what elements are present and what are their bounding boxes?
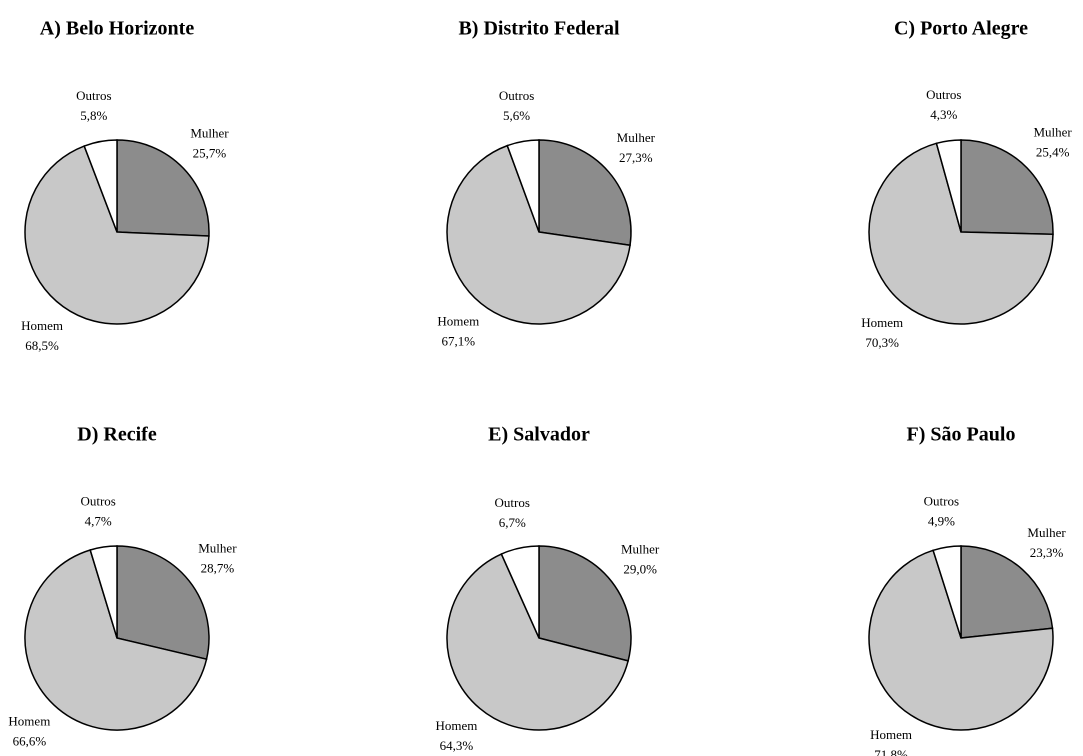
value-label: 68,5% xyxy=(25,338,59,353)
slice-label: Homem xyxy=(870,727,912,742)
chart-title: B) Distrito Federal xyxy=(458,18,620,40)
slice-label: Homem xyxy=(436,718,478,733)
value-label: 23,3% xyxy=(1030,545,1064,560)
value-label: 64,3% xyxy=(440,738,474,753)
pie-slice xyxy=(116,545,210,661)
value-label: 25,7% xyxy=(193,145,227,160)
value-label: 4,3% xyxy=(930,107,957,122)
pie-slice xyxy=(868,142,1054,325)
slice-label: Homem xyxy=(437,313,479,328)
value-label: 27,3% xyxy=(619,150,653,165)
value-label: 5,6% xyxy=(503,108,530,123)
pie-slice xyxy=(89,545,118,639)
slice-label: Outros xyxy=(80,493,115,508)
value-label: 4,9% xyxy=(928,513,955,528)
pie-slice xyxy=(24,145,210,325)
slice-label: Outros xyxy=(926,87,961,102)
value-label: 71,8% xyxy=(874,747,908,756)
pie-slice xyxy=(500,545,540,639)
value-label: 67,1% xyxy=(442,333,476,348)
value-label: 28,7% xyxy=(201,561,235,576)
chart-title: E) Salvador xyxy=(488,424,590,446)
pie-slice xyxy=(960,545,1054,639)
slice-label: Outros xyxy=(76,88,111,103)
slice-label: Outros xyxy=(495,495,530,510)
pie-slice xyxy=(538,545,632,662)
pie-slice xyxy=(868,549,1054,731)
slice-label: Homem xyxy=(8,713,50,728)
pie-slice xyxy=(24,549,208,731)
pie-slice xyxy=(935,139,962,233)
pie-slice xyxy=(446,553,630,731)
value-label: 6,7% xyxy=(499,515,526,530)
slice-label: Mulher xyxy=(621,542,660,557)
slice-label: Outros xyxy=(499,88,534,103)
pie-slice xyxy=(932,545,962,639)
slice-label: Mulher xyxy=(1033,125,1072,140)
slice-label: Outros xyxy=(924,493,959,508)
slice-label: Mulher xyxy=(1027,525,1066,540)
pie-slice xyxy=(538,139,632,247)
value-label: 29,0% xyxy=(623,562,657,577)
chart-title: F) São Paulo xyxy=(907,424,1016,446)
value-label: 5,8% xyxy=(80,108,107,123)
chart-title: D) Recife xyxy=(77,424,157,446)
pie-slice xyxy=(960,139,1054,236)
slice-label: Mulher xyxy=(198,541,237,556)
pie-slice xyxy=(446,144,631,325)
slice-label: Homem xyxy=(861,315,903,330)
value-label: 70,3% xyxy=(865,335,899,350)
value-label: 4,7% xyxy=(85,513,112,528)
slice-label: Mulher xyxy=(190,125,229,140)
value-label: 25,4% xyxy=(1036,145,1070,160)
pie-slice xyxy=(83,139,118,233)
slice-label: Mulher xyxy=(617,130,656,145)
chart-title: A) Belo Horizonte xyxy=(40,18,195,40)
chart-title: C) Porto Alegre xyxy=(894,18,1028,40)
pie-slice xyxy=(116,139,210,237)
value-label: 66,6% xyxy=(13,733,47,748)
slice-label: Homem xyxy=(21,318,63,333)
pie-slice xyxy=(506,139,540,233)
